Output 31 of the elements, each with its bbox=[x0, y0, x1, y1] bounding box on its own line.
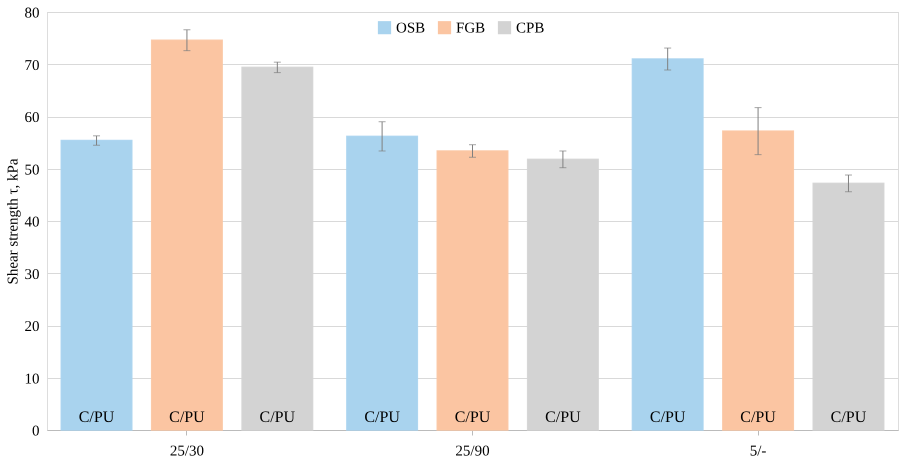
y-axis-title: Shear strength τ, kPa bbox=[6, 158, 22, 285]
bar bbox=[150, 39, 223, 431]
x-tick-label: 5/- bbox=[750, 444, 766, 460]
bar bbox=[346, 136, 418, 431]
legend-label: FGB bbox=[456, 20, 486, 37]
data-label: C/PU bbox=[454, 409, 491, 426]
legend-label: CPB bbox=[516, 20, 544, 37]
y-tick-label: 40 bbox=[24, 214, 40, 230]
y-tick-label: 20 bbox=[24, 319, 40, 335]
y-tick-label: 10 bbox=[24, 371, 40, 388]
data-label: C/PU bbox=[740, 409, 776, 426]
y-tick-label: 60 bbox=[24, 110, 40, 126]
y-tick-label: 70 bbox=[24, 58, 40, 74]
bar bbox=[436, 150, 509, 431]
x-tick-label: 25/30 bbox=[170, 444, 204, 460]
x-tick-label: 25/90 bbox=[455, 444, 490, 460]
y-tick-label: 30 bbox=[24, 266, 40, 283]
y-tick-label: 80 bbox=[24, 6, 40, 22]
data-label: C/PU bbox=[78, 409, 115, 426]
data-label: C/PU bbox=[364, 409, 400, 426]
y-tick-label: 50 bbox=[24, 162, 40, 178]
bar bbox=[60, 140, 133, 431]
data-label: C/PU bbox=[545, 409, 582, 426]
data-label: C/PU bbox=[169, 409, 206, 426]
data-label: C/PU bbox=[260, 409, 296, 426]
bar bbox=[722, 130, 794, 431]
y-tick-label: 0 bbox=[32, 424, 40, 440]
legend-label: OSB bbox=[396, 20, 426, 37]
bar bbox=[632, 58, 704, 431]
data-label: C/PU bbox=[830, 409, 867, 426]
data-label: C/PU bbox=[650, 409, 686, 426]
